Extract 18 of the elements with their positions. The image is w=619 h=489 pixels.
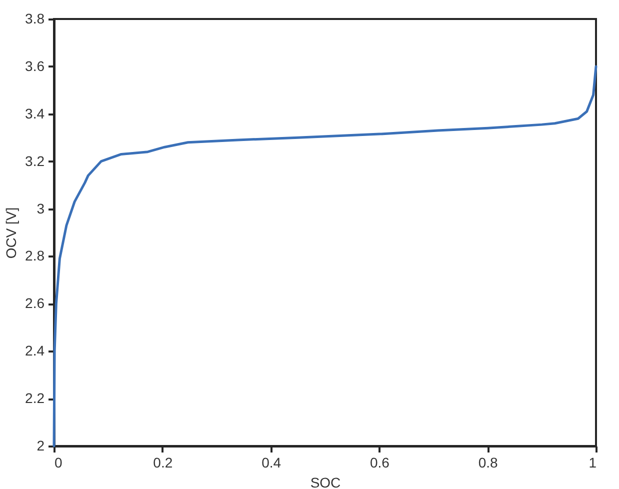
x-tick-label: 0.2 [153, 454, 173, 470]
y-tick-label: 3 [36, 200, 45, 216]
y-tick-label: 2.4 [25, 342, 45, 359]
x-tick-label: 0.8 [478, 454, 498, 470]
y-axis-title: OCV [V] [3, 207, 20, 259]
y-tick-label: 3.4 [25, 105, 45, 122]
x-tick-label: 0.4 [262, 454, 282, 470]
x-tick-label: 0.6 [370, 454, 390, 470]
x-tick-label: 0 [54, 454, 62, 470]
y-tick-label: 2.8 [25, 248, 45, 264]
y-tick-label: 3.6 [25, 58, 45, 74]
y-tick-label: 3.2 [25, 152, 45, 169]
x-axis-title: SOC [310, 474, 341, 489]
x-tick-label: 1 [588, 454, 597, 470]
y-tick-label: 3.8 [25, 10, 45, 26]
y-tick-label: 2 [36, 438, 45, 454]
y-tick-label: 2.2 [25, 390, 45, 406]
y-tick-label: 2.6 [25, 295, 45, 312]
